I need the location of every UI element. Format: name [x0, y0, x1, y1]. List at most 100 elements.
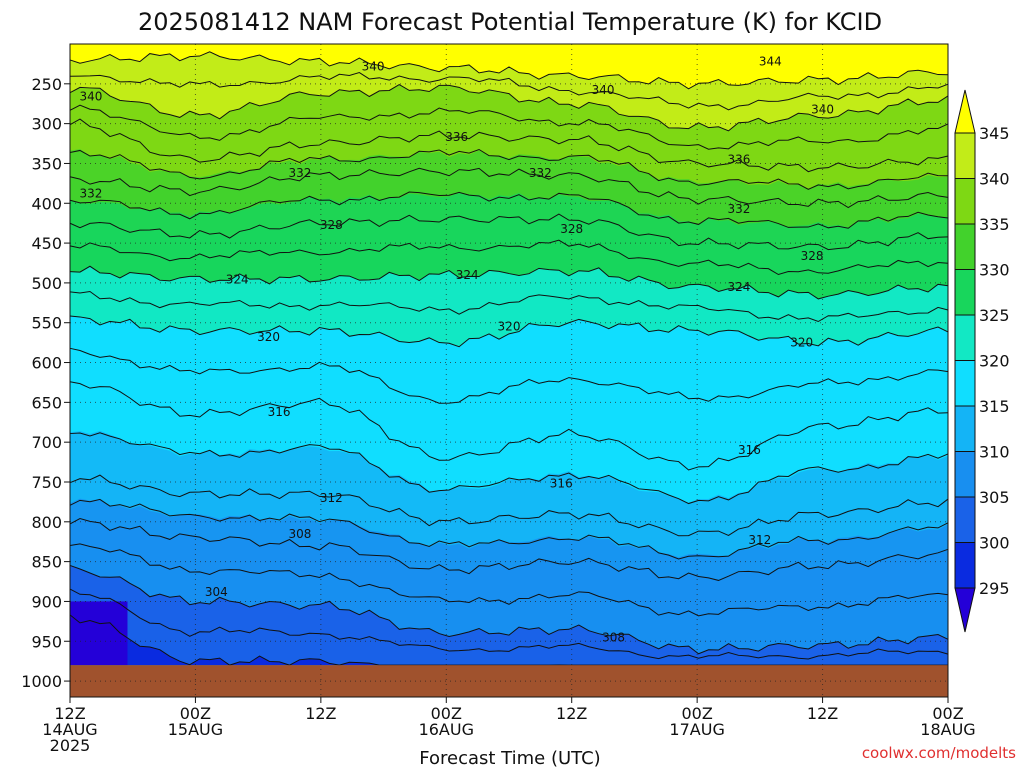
chart-title: 2025081412 NAM Forecast Potential Temper… [138, 8, 882, 36]
plot-frame [69, 43, 949, 698]
theta-contour-312 [69, 474, 949, 537]
theta-contour-340 [69, 83, 949, 132]
contour-label: 332 [529, 166, 552, 180]
y-tick-label: 900 [31, 592, 62, 611]
x-tick-label: 12Z [807, 704, 838, 723]
ground-fill [70, 665, 948, 697]
colorbar-arrow-bottom [954, 587, 976, 633]
x-tick-date: 14AUG [42, 720, 97, 739]
contour-label: 304 [205, 585, 228, 599]
contour-label: 316 [738, 443, 761, 457]
x-tick-label: 12Z [305, 704, 336, 723]
contour-label: 340 [811, 102, 834, 116]
x-tick-year: 2025 [50, 736, 91, 755]
colorbar-tick-label: 335 [979, 215, 1010, 234]
contour-label: 340 [79, 90, 102, 104]
contour-label: 320 [498, 320, 521, 334]
theta-contour-minor [69, 347, 949, 404]
colorbar-tick-label: 330 [979, 261, 1010, 280]
theta-contour-316 [69, 381, 949, 471]
colorbar-segment [954, 451, 976, 498]
x-tick-date: 18AUG [920, 720, 975, 739]
contour-label: 336 [445, 130, 468, 144]
y-tick-label: 950 [31, 632, 62, 651]
colorbar: 295 300 305 310 315 320 325 330 335 340 345 [954, 89, 1010, 633]
theta-contour-minor [69, 543, 949, 617]
x-tick-label: 00Z [431, 704, 462, 723]
theta-contour-336 [69, 118, 949, 173]
y-tick-label: 1000 [21, 672, 62, 691]
x-tick-date: 16AUG [419, 720, 474, 739]
y-tick-label: 850 [31, 553, 62, 572]
colorbar-tick-label: 295 [979, 579, 1010, 598]
colorbar-tick-label: 315 [979, 397, 1010, 416]
x-tick-label: 00Z [681, 704, 712, 723]
colorbar-arrow-top [954, 89, 976, 134]
colorbar-segment [954, 132, 976, 179]
contour-label: 324 [456, 268, 479, 282]
theta-band-sub [70, 590, 948, 666]
theta-band [70, 614, 948, 666]
y-tick-label: 800 [31, 513, 62, 532]
y-tick-label: 650 [31, 393, 62, 412]
y-tick-label: 500 [31, 274, 62, 293]
y-tick-label: 600 [31, 354, 62, 373]
colorbar-tick-label: 345 [979, 124, 1010, 143]
contour-label: 332 [79, 187, 102, 201]
theta-contour-minor [69, 148, 949, 190]
theta-contour-minor [69, 432, 949, 505]
contour-label: 320 [257, 330, 280, 344]
theta-contour-minor [69, 191, 949, 229]
contour-label: 336 [727, 152, 750, 166]
contour-label: 344 [759, 55, 782, 69]
colorbar-segment [954, 405, 976, 452]
colorbar-segment [954, 223, 976, 270]
y-tick-label: 700 [31, 433, 62, 452]
contour-label: 308 [288, 527, 311, 541]
y-axis: 250 300 350 400 450 500 550 600 650 700 750 800 850 9… [21, 75, 70, 691]
theta-contour-minor [69, 72, 949, 111]
theta-contour-minor [69, 588, 949, 660]
theta-contour-332 [69, 167, 949, 209]
theta-contour-minor [69, 498, 949, 560]
colorbar-segment [954, 314, 976, 361]
contour-label: 316 [268, 405, 291, 419]
colorbar-segment [954, 178, 976, 225]
x-tick-label: 00Z [180, 704, 211, 723]
colorbar-segment [954, 496, 976, 543]
y-tick-label: 550 [31, 314, 62, 333]
x-tick-label: 12Z [54, 704, 85, 723]
cold-pool [70, 601, 128, 666]
contour-label: 312 [320, 491, 343, 505]
contour-label: 328 [320, 218, 343, 232]
theta-contour-344 [69, 51, 949, 90]
colorbar-tick-label: 325 [979, 306, 1010, 325]
colorbar-tick-label: 305 [979, 488, 1010, 507]
colorbar-segment [954, 360, 976, 407]
x-tick-date: 15AUG [168, 720, 223, 739]
colorbar-segment [954, 542, 976, 589]
theta-contour-324 [69, 265, 949, 300]
y-tick-label: 300 [31, 115, 62, 134]
contour-label: 312 [748, 533, 771, 547]
theta-contour-304 [69, 564, 949, 655]
credit-text: coolwx.com/modelts [862, 744, 1016, 762]
y-tick-label: 350 [31, 154, 62, 173]
y-tick-label: 250 [31, 75, 62, 94]
theta-contour-328 [69, 213, 949, 251]
y-tick-label: 750 [31, 473, 62, 492]
theta-contour-320 [69, 315, 949, 348]
contour-label: 316 [550, 477, 573, 491]
theta-contour-minor [69, 239, 949, 276]
y-tick-label: 450 [31, 234, 62, 253]
contour-label: 328 [801, 249, 824, 263]
contour-label: 308 [602, 630, 625, 644]
colorbar-tick-label: 320 [979, 352, 1010, 371]
contour-label: 332 [727, 202, 750, 216]
colorbar-segment [954, 269, 976, 316]
x-axis-label: Forecast Time (UTC) [419, 748, 600, 768]
theta-contour-minor [69, 104, 949, 150]
colorbar-tick-label: 310 [979, 443, 1010, 462]
